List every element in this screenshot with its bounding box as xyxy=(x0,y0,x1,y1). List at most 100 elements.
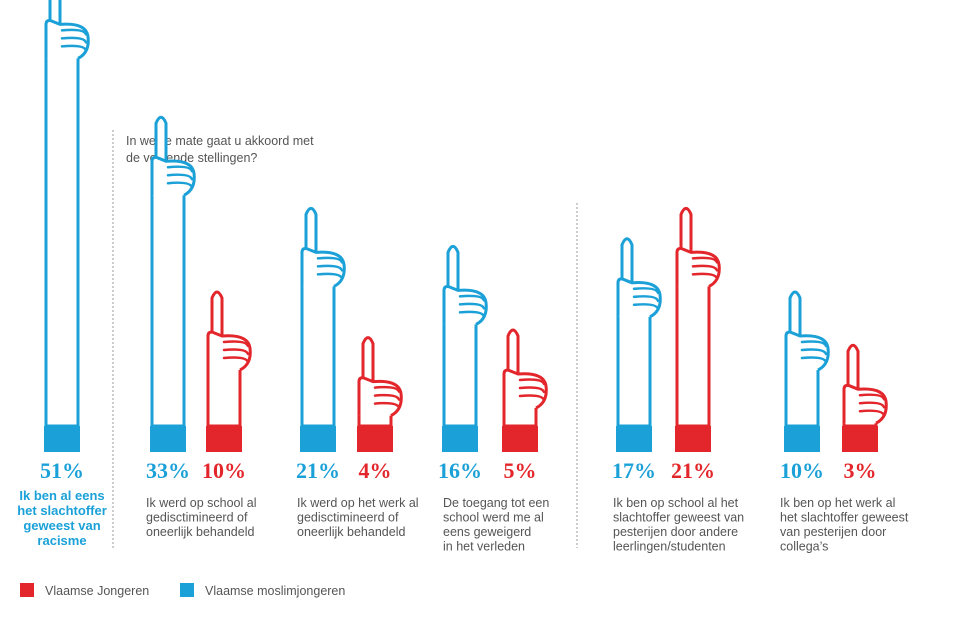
caption-6-line: Ik ben op het werk al xyxy=(780,496,895,510)
caption-1-line: racisme xyxy=(37,533,86,548)
hand-muslim-1 xyxy=(44,0,90,452)
hand-muslim-4-sleeve xyxy=(442,320,478,428)
hand-muslim-1-knuckle xyxy=(60,28,88,36)
question-line-2: de volgende stellingen? xyxy=(126,151,257,165)
hand-muslim-3-sleeve xyxy=(300,282,336,428)
hand-flemish-5 xyxy=(675,206,721,452)
hand-flemish-3-knuckle xyxy=(373,385,401,393)
hand-flemish-4-finger xyxy=(506,328,520,376)
caption-2: Ik werd op school al gedisctimineerd of on… xyxy=(146,496,256,539)
hand-muslim-5-knuckle xyxy=(632,303,660,311)
hand-flemish-2-finger xyxy=(210,290,224,338)
caption-6-line: het slachtoffer geweest xyxy=(780,511,909,525)
hand-flemish-5-knuckle xyxy=(691,272,719,280)
hand-flemish-4-knuckle xyxy=(518,386,546,394)
hand-flemish-4 xyxy=(502,328,548,452)
hand-flemish-2-knuckle xyxy=(222,340,250,348)
caption-2-line: Ik werd op school al xyxy=(146,496,256,510)
caption-3: Ik werd op het werk al gedisctimineerd of… xyxy=(297,496,419,539)
caption-4-line: school werd me al xyxy=(443,511,544,525)
hand-muslim-4-knuckle xyxy=(458,310,486,318)
caption-1-line: Ik ben al eens xyxy=(19,488,104,503)
caption-3-line: Ik werd op het werk al xyxy=(297,496,419,510)
value-labels: 51% 33% 10% 21% 4% 16% 5% 17% 21% 10% 3% xyxy=(40,458,877,483)
value-label-flemish-6: 3% xyxy=(844,458,877,483)
hand-flemish-3-cuff xyxy=(357,426,393,452)
hand-flemish-2 xyxy=(206,290,252,452)
hand-muslim-6-knuckle xyxy=(800,356,828,364)
hand-muslim-6-knuckle xyxy=(800,340,828,348)
value-label-flemish-3: 4% xyxy=(359,458,392,483)
caption-4: De toegang tot een school werd me al eens … xyxy=(443,496,549,554)
hand-muslim-3-finger xyxy=(304,206,318,255)
hand-muslim-2-cuff xyxy=(150,426,186,452)
hand-flemish-2-knuckle xyxy=(222,348,250,356)
hand-muslim-1-knuckle xyxy=(60,44,88,52)
hand-flemish-6-knuckle xyxy=(858,409,886,417)
caption-6: Ik ben op het werk al het slachtoffer gew… xyxy=(780,496,909,554)
hand-muslim-1-sleeve xyxy=(44,54,80,428)
hand-muslim-2-knuckle xyxy=(166,165,194,173)
hand-muslim-6-sleeve xyxy=(784,366,820,428)
hand-flemish-3-knuckle xyxy=(373,393,401,401)
captions: Ik ben al eens het slachtoffer geweest van… xyxy=(17,488,909,554)
hand-muslim-2-sleeve xyxy=(150,191,186,428)
caption-1-line: geweest van xyxy=(23,518,100,533)
hand-muslim-5-cuff xyxy=(616,426,652,452)
bars xyxy=(44,0,888,452)
hand-muslim-2-finger xyxy=(154,115,168,164)
caption-5-line: slachtoffer geweest van xyxy=(613,511,744,525)
hand-flemish-6-knuckle xyxy=(858,393,886,401)
hand-muslim-4-knuckle xyxy=(458,302,486,310)
legend-label-2: Vlaamse moslimjongeren xyxy=(205,584,345,598)
legend-label-1: Vlaamse Jongeren xyxy=(45,584,149,598)
caption-5-line: pesterijen door andere xyxy=(613,525,738,539)
hand-muslim-3-cuff xyxy=(300,426,336,452)
caption-2-line: gedisctimineerd of xyxy=(146,511,248,525)
hand-muslim-2-knuckle xyxy=(166,181,194,189)
value-label-flemish-2: 10% xyxy=(202,458,246,483)
hand-flemish-5-knuckle xyxy=(691,256,719,264)
hand-flemish-4-cuff xyxy=(502,426,538,452)
hand-muslim-5 xyxy=(616,237,662,452)
hand-flemish-5-finger xyxy=(679,206,693,255)
value-label-flemish-4: 5% xyxy=(504,458,537,483)
hand-flemish-4-knuckle xyxy=(518,394,546,402)
value-label-muslim-3: 21% xyxy=(296,458,340,483)
hand-muslim-6 xyxy=(784,290,830,452)
hand-muslim-4-cuff xyxy=(442,426,478,452)
hand-flemish-5-sleeve xyxy=(675,282,711,428)
hand-muslim-6-knuckle xyxy=(800,348,828,356)
caption-4-line: De toegang tot een xyxy=(443,496,549,510)
hand-flemish-3-finger xyxy=(361,336,375,384)
hand-muslim-5-knuckle xyxy=(632,295,660,303)
hand-flemish-2-cuff xyxy=(206,426,242,452)
value-label-muslim-4: 16% xyxy=(438,458,482,483)
caption-4-line: in het verleden xyxy=(443,540,525,554)
caption-6-line: van pesterijen door xyxy=(780,525,886,539)
hand-muslim-5-sleeve xyxy=(616,313,652,428)
value-label-muslim-1: 51% xyxy=(40,458,84,483)
hand-muslim-4-finger xyxy=(446,244,460,293)
hand-muslim-1-knuckle xyxy=(60,36,88,44)
hand-muslim-5-finger xyxy=(620,237,634,285)
hand-flemish-3-knuckle xyxy=(373,401,401,409)
hand-muslim-2-knuckle xyxy=(166,173,194,181)
hand-muslim-4 xyxy=(442,244,488,452)
caption-3-line: oneerlijk behandeld xyxy=(297,525,405,539)
caption-5: Ik ben op school al het slachtoffer gewee… xyxy=(613,496,744,554)
question-line-1: In welke mate gaat u akkoord met xyxy=(126,134,314,148)
caption-2-line: oneerlijk behandeld xyxy=(146,525,254,539)
hand-flemish-6-finger xyxy=(846,343,860,392)
caption-4-line: eens geweigerd xyxy=(443,525,531,539)
hand-muslim-2 xyxy=(150,115,196,452)
hand-flemish-2-knuckle xyxy=(222,356,250,364)
hand-flemish-5-cuff xyxy=(675,426,711,452)
value-label-muslim-5: 17% xyxy=(612,458,656,483)
value-label-muslim-2: 33% xyxy=(146,458,190,483)
hand-flemish-3 xyxy=(357,336,403,452)
hand-flemish-6 xyxy=(842,343,888,452)
hand-flemish-6-cuff xyxy=(842,426,878,452)
hand-flemish-4-knuckle xyxy=(518,378,546,386)
